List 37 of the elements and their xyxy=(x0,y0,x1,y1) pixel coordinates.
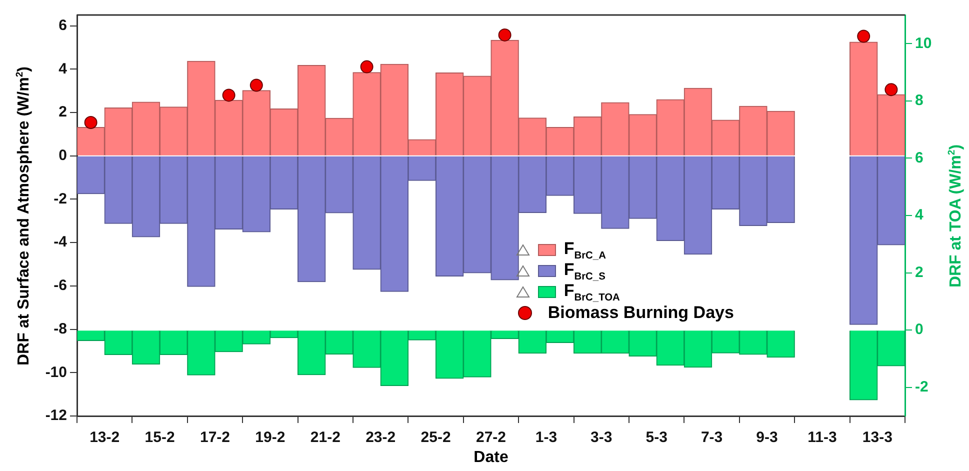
y-tick-label: -6 xyxy=(54,277,67,294)
y2-tick-label: 6 xyxy=(915,149,924,166)
y2-tick-label: 10 xyxy=(915,34,932,52)
y-tick-label: 4 xyxy=(58,60,68,78)
x-tick-label: 25-2 xyxy=(420,429,451,446)
x-tick-label: 1-3 xyxy=(535,429,558,446)
y-tick-label: 0 xyxy=(58,147,67,164)
x-tick-label: 17-2 xyxy=(200,429,230,446)
x-tick-label: 23-2 xyxy=(366,429,396,446)
x-tick-label: 27-2 xyxy=(476,429,506,446)
y-tick-label: 6 xyxy=(58,16,67,34)
y2-tick-label: 8 xyxy=(915,92,924,110)
x-tick-label: 15-2 xyxy=(144,429,175,446)
y-tick-label: -12 xyxy=(45,407,67,424)
x-tick-label: 5-3 xyxy=(646,429,668,446)
legend-label: F$_{BrC_S}$ xyxy=(564,260,606,282)
y2-tick-label: 4 xyxy=(915,206,924,224)
x-tick-label: 3-3 xyxy=(590,429,612,446)
x-tick-label: 7-3 xyxy=(700,429,723,446)
x-tick-label: 11-3 xyxy=(808,429,837,446)
x-tick-label: 21-2 xyxy=(310,429,340,446)
x-tick-label: 9-3 xyxy=(756,429,778,446)
x-tick-label: 13-3 xyxy=(862,429,892,446)
legend-label: Biomass Burning Days xyxy=(548,303,734,324)
x-tick-label: 13-2 xyxy=(90,429,120,446)
y-tick-label: -4 xyxy=(54,234,68,251)
y-tick-label: -10 xyxy=(45,364,67,381)
legend-label: F$_{BrC_A}$ xyxy=(564,238,606,262)
y-tick-label: 2 xyxy=(58,104,67,121)
x-axis-title: Date xyxy=(474,449,508,467)
legend-label: F$_{BrC_TOA}$ xyxy=(564,280,620,304)
y2-tick-label: 2 xyxy=(915,264,924,281)
y2-tick-label: -2 xyxy=(915,378,928,396)
y-tick-label: -2 xyxy=(54,190,67,208)
y-tick-label: -8 xyxy=(54,320,67,338)
x-tick-label: 19-2 xyxy=(255,429,286,446)
y2-tick-label: 0 xyxy=(915,321,924,338)
